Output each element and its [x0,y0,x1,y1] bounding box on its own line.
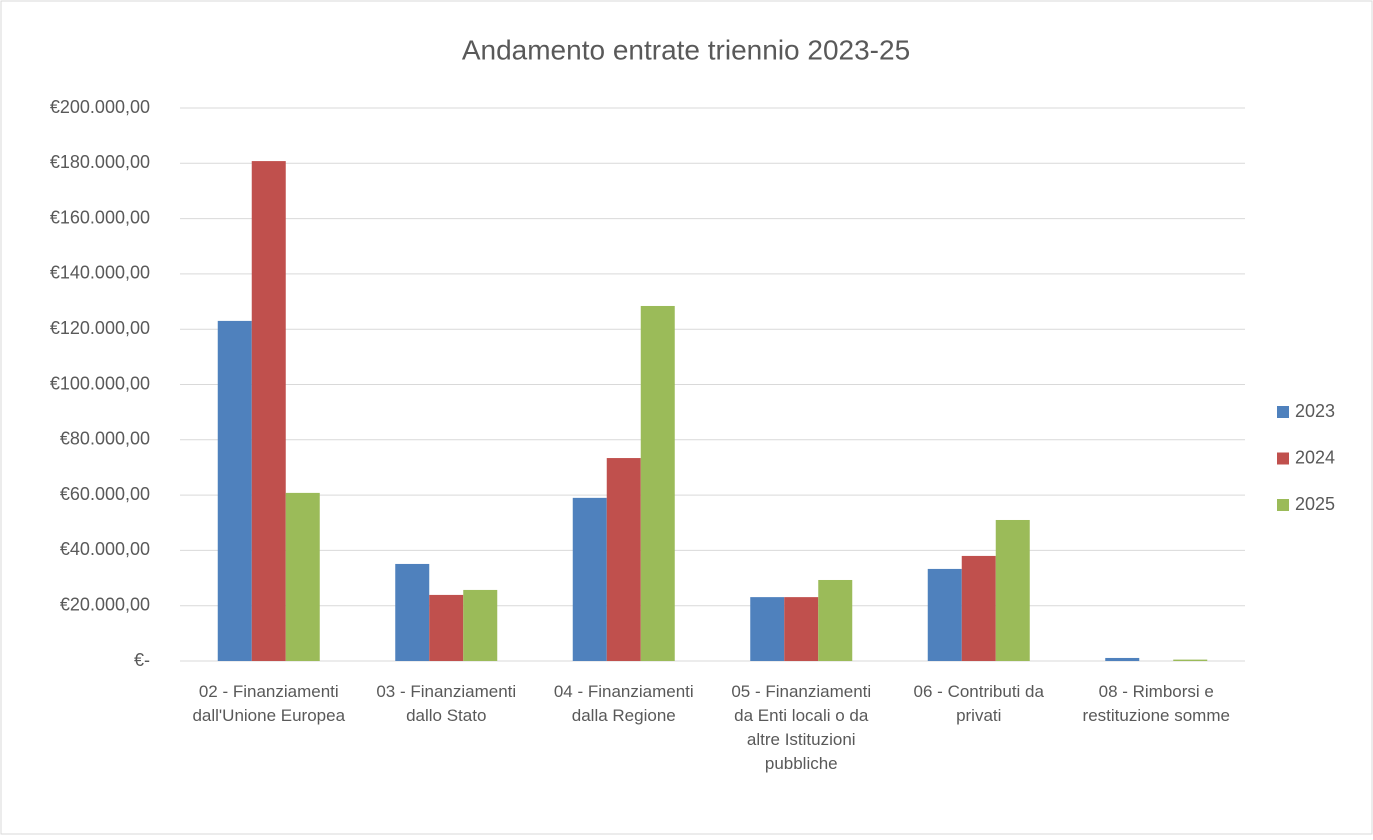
bar [463,589,498,661]
y-tick-label: €140.000,00 [50,263,150,283]
x-tick-label: 08 - Rimborsi e restituzione somme [1083,682,1230,725]
x-tick-label: 04 - Finanziamenti dalla Regione [554,682,694,725]
bar [1173,659,1208,661]
legend-label: 2025 [1295,494,1335,514]
x-tick-label: 06 - Contributi da privati [914,682,1045,725]
y-tick-label: €180.000,00 [50,152,150,172]
y-tick-label: €- [134,650,150,670]
x-tick-label: 05 - Finanziamenti da Enti locali o da alt… [731,682,871,773]
legend-swatch [1277,406,1289,418]
bar [995,519,1030,661]
bar [251,161,286,661]
bar [1105,657,1140,661]
legend-swatch [1277,452,1289,465]
y-tick-label: €200.000,00 [50,97,150,117]
bar [429,594,464,661]
bar [285,492,320,661]
bar [961,555,996,661]
x-tick-label: 02 - Finanziamenti dall'Unione Europea [192,682,345,725]
bar [784,597,819,661]
y-tick-label: €60.000,00 [60,484,150,504]
legend-label: 2024 [1295,447,1335,467]
bar [572,497,607,661]
bar [395,563,430,661]
y-tick-label: €100.000,00 [50,373,150,393]
y-tick-label: €120.000,00 [50,318,150,338]
chart-title: Andamento entrate triennio 2023-25 [462,34,910,65]
x-tick-label: 03 - Finanziamenti dallo Stato [376,682,516,725]
y-tick-label: €160.000,00 [50,207,150,227]
bar [927,568,962,661]
y-tick-label: €40.000,00 [60,539,150,559]
legend-label: 2023 [1295,401,1335,421]
bar [640,305,675,661]
y-tick-label: €80.000,00 [60,429,150,449]
y-tick-label: €20.000,00 [60,594,150,614]
legend-swatch [1277,499,1289,511]
bar [818,579,853,661]
bar [606,458,641,661]
bar [750,597,785,661]
bar [217,320,252,661]
